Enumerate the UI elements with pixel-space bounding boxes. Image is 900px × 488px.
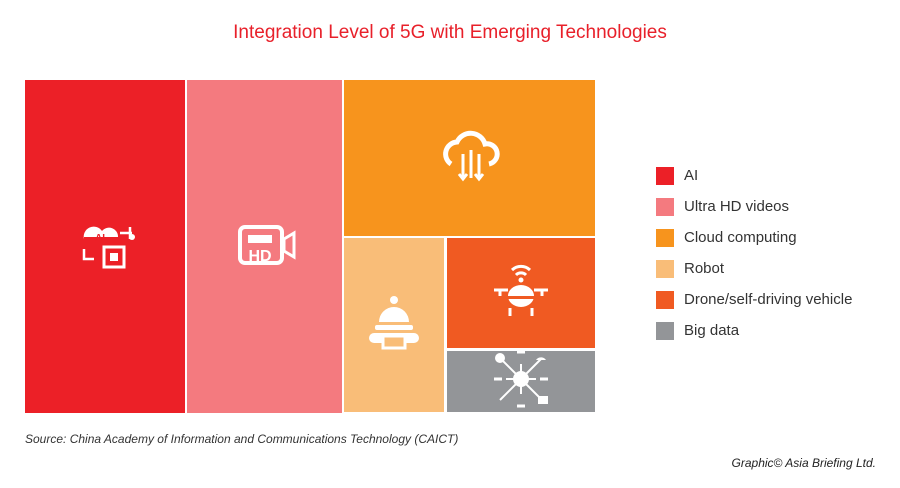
hd-video-camera-icon: HD [230,209,300,284]
legend-swatch [656,228,674,247]
legend-swatch [656,290,674,309]
legend-item: Big data [656,315,852,346]
legend-label: Ultra HD videos [684,198,790,215]
legend-item: AI [656,160,852,191]
treemap-tile-cloud-computing [344,80,596,236]
svg-text:HD: HD [248,248,271,265]
legend-label: Robot [684,260,725,277]
big-data-network-icon [486,344,556,419]
treemap-tile-big-data [446,350,596,413]
legend-swatch [656,259,674,278]
legend-label: Cloud computing [684,229,797,246]
robot-icon [359,288,429,363]
legend-swatch [656,166,674,185]
chart-title: Integration Level of 5G with Emerging Te… [233,22,667,43]
legend-label: Drone/self-driving vehicle [684,291,853,308]
treemap: AI HD [25,80,598,415]
legend-item: Drone/self-driving vehicle [656,284,852,315]
treemap-tile-drone-self-driving-vehicle [446,238,596,348]
legend-item: Robot [656,253,852,284]
ai-chip-icon: AI [70,209,140,284]
source-note: Source: China Academy of Information and… [25,432,459,446]
legend: AI Ultra HD videos Cloud computing Robot Dro… [656,160,852,346]
drone-icon [486,256,556,331]
legend-swatch [656,321,674,340]
legend-item: Cloud computing [656,222,852,253]
treemap-tile-ultra-hd-videos: HD [187,80,342,413]
treemap-tile-ai: AI [25,80,185,413]
legend-item: Ultra HD videos [656,191,852,222]
cloud-sync-icon [435,120,505,195]
legend-swatch [656,197,674,216]
legend-label: Big data [684,322,740,339]
credit: Graphic© Asia Briefing Ltd. [731,456,876,470]
svg-text:AI: AI [95,233,105,244]
legend-label: AI [684,167,699,184]
treemap-tile-robot [344,238,445,413]
